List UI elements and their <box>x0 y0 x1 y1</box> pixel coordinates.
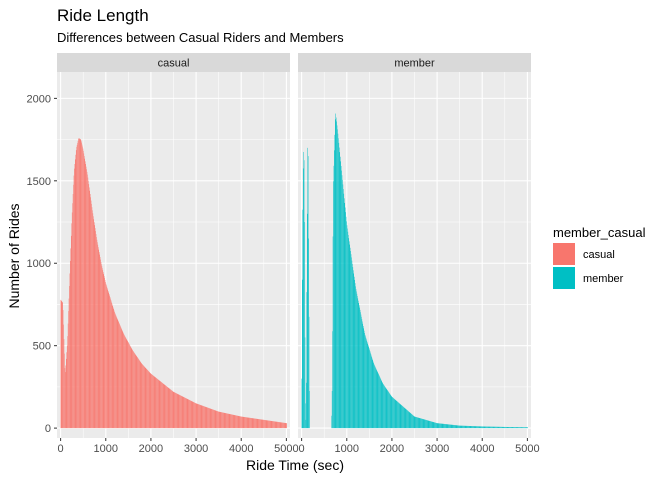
x-tick-label: 1000 <box>94 443 118 455</box>
panel-casual: casual <box>57 53 290 438</box>
legend-swatch-casual <box>553 243 575 265</box>
y-tick-label: 500 <box>33 341 51 353</box>
facet-panels: casual member <box>57 53 531 438</box>
x-tick-label: 3000 <box>425 443 449 455</box>
x-tick-label: 4000 <box>229 443 253 455</box>
x-tick-label: 1000 <box>335 443 359 455</box>
x-tick-label: 5000 <box>274 443 298 455</box>
legend-label-member: member <box>583 273 624 285</box>
x-tick-label: 2000 <box>380 443 404 455</box>
chart-title: Ride Length <box>57 6 149 25</box>
strip-label: casual <box>158 58 190 70</box>
x-axis-label: Ride Time (sec) <box>246 457 344 473</box>
x-tick-label: 0 <box>58 443 64 455</box>
x-tick-label: 0 <box>299 443 305 455</box>
legend-title: member_casual <box>553 225 646 240</box>
y-tick-label: 1500 <box>27 176 51 188</box>
strip-label: member <box>394 58 435 70</box>
x-tick-label: 3000 <box>184 443 208 455</box>
x-tick-label: 5000 <box>515 443 539 455</box>
panel-member: member <box>298 53 531 438</box>
chart-subtitle: Differences between Casual Riders and Me… <box>57 30 344 45</box>
x-tick-label: 2000 <box>139 443 163 455</box>
y-tick-label: 2000 <box>27 93 51 105</box>
x-tick-label: 4000 <box>470 443 494 455</box>
y-tick-label: 1000 <box>27 258 51 270</box>
legend-swatch-member <box>553 267 575 289</box>
legend-label-casual: casual <box>583 249 615 261</box>
y-tick-label: 0 <box>45 423 51 435</box>
legend: member_casual casual member <box>553 225 646 289</box>
y-axis-label: Number of Rides <box>6 203 22 308</box>
